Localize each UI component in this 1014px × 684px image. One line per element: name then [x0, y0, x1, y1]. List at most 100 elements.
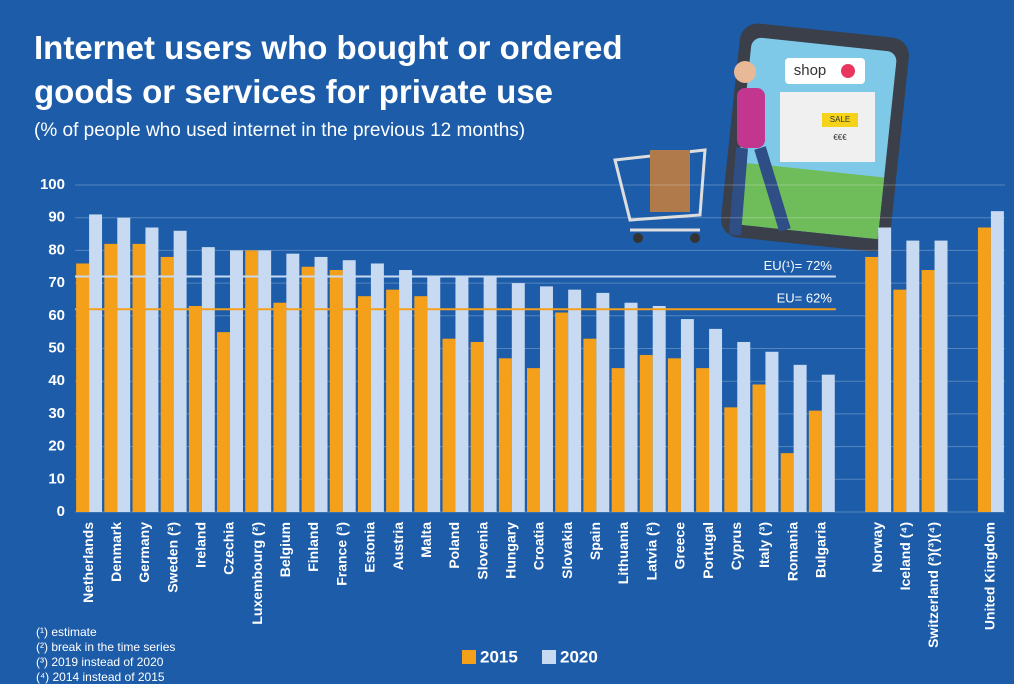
- bar: [258, 250, 272, 512]
- bar: [201, 247, 215, 512]
- x-tick-label: Belgium: [277, 522, 293, 577]
- x-tick-label: France (³): [333, 522, 349, 586]
- x-tick-label: Finland: [305, 522, 321, 572]
- bar: [414, 296, 428, 512]
- y-tick-label: 70: [48, 274, 65, 291]
- y-tick-label: 20: [48, 438, 65, 455]
- x-tick-label: Iceland (⁴): [897, 522, 913, 590]
- x-tick-label: Norway: [869, 522, 885, 573]
- footnote: (⁴) 2014 instead of 2015: [36, 670, 165, 684]
- x-tick-label: Germany: [136, 522, 152, 583]
- bar: [301, 266, 315, 512]
- x-tick-label: Croatia: [531, 522, 547, 570]
- bar: [286, 253, 300, 513]
- footnote: (²) break in the time series: [36, 640, 175, 654]
- x-tick-label: Estonia: [362, 522, 378, 573]
- y-tick-label: 30: [48, 405, 65, 422]
- chart-subtitle: (% of people who used internet in the pr…: [34, 120, 526, 141]
- x-tick-label: Latvia (²): [643, 522, 659, 580]
- x-tick-label: Hungary: [503, 522, 519, 579]
- reference-label: EU= 62%: [777, 291, 833, 306]
- bar: [527, 368, 540, 512]
- x-tick-label: Malta: [418, 522, 434, 558]
- bar: [893, 289, 907, 512]
- x-tick-label: Slovakia: [559, 522, 575, 579]
- person-head: [734, 61, 756, 83]
- x-tick-label: Poland: [446, 522, 462, 569]
- bar: [273, 302, 287, 512]
- bar: [173, 230, 187, 512]
- bar: [540, 286, 553, 512]
- bar: [427, 276, 441, 512]
- bar: [188, 305, 202, 512]
- bar: [455, 276, 469, 512]
- bar: [329, 270, 343, 512]
- bar: [921, 270, 935, 512]
- x-tick-label: Sweden (²): [164, 522, 180, 593]
- x-tick-label: Italy (³): [756, 522, 772, 568]
- bar: [977, 227, 991, 512]
- x-tick-label: Czechia: [221, 522, 237, 575]
- bar: [652, 305, 666, 512]
- cart-bag: [650, 150, 690, 212]
- y-tick-label: 50: [48, 339, 65, 356]
- bar: [596, 292, 610, 512]
- bar: [117, 217, 131, 512]
- sale-sign: [822, 113, 858, 127]
- bar: [765, 351, 779, 512]
- bar: [568, 289, 582, 512]
- bar: [511, 283, 525, 512]
- bar: [470, 341, 484, 512]
- reference-label: EU(¹)= 72%: [764, 258, 833, 273]
- bar: [583, 338, 597, 512]
- bar: [780, 453, 794, 512]
- x-tick-label: Denmark: [108, 522, 124, 582]
- bar: [342, 260, 356, 512]
- x-tick-label: Switzerland (²)(³)(⁴): [925, 522, 941, 648]
- bar: [639, 355, 653, 512]
- bar: [145, 227, 159, 512]
- chart-title: Internet users who bought or ordered goo…: [34, 29, 623, 110]
- x-tick-label: United Kingdom: [982, 522, 998, 630]
- bar: [132, 243, 146, 513]
- cart-wheel: [633, 233, 643, 243]
- y-tick-label: 90: [48, 209, 65, 226]
- y-tick-label: 0: [57, 503, 65, 520]
- shop-icon: [841, 64, 855, 78]
- bar: [865, 256, 879, 512]
- bar: [696, 368, 710, 512]
- x-tick-label: Spain: [587, 522, 603, 560]
- x-tick-label: Lithuania: [615, 522, 631, 584]
- y-tick-label: 80: [48, 241, 65, 258]
- x-tick-label: Bulgaria: [813, 522, 829, 578]
- bar: [680, 319, 694, 512]
- x-tick-label: Cyprus: [728, 522, 744, 570]
- bar: [160, 256, 174, 512]
- bar: [555, 312, 569, 512]
- x-tick-label: Greece: [672, 522, 688, 570]
- shop-sign: [785, 58, 865, 84]
- footnote: (³) 2019 instead of 2020: [36, 655, 164, 669]
- bar: [793, 364, 807, 512]
- bar: [498, 358, 512, 512]
- bar: [357, 296, 371, 512]
- bar: [906, 240, 920, 512]
- shop-sign-text: shop: [794, 62, 827, 79]
- y-tick-label: 100: [40, 176, 65, 193]
- bar: [752, 384, 766, 512]
- bar: [230, 250, 243, 512]
- sale-text: SALE: [830, 115, 850, 124]
- x-tick-label: Portugal: [700, 522, 716, 579]
- bar: [76, 263, 90, 512]
- bar: [737, 341, 751, 512]
- bar: [386, 289, 400, 512]
- x-tick-label: Romania: [784, 522, 800, 581]
- y-tick-label: 60: [48, 307, 65, 324]
- x-tick-label: Austria: [390, 522, 406, 570]
- bar: [624, 302, 638, 512]
- bar: [821, 374, 835, 512]
- legend-label: 2020: [560, 647, 598, 666]
- bar: [399, 270, 413, 512]
- y-tick-label: 10: [48, 470, 65, 487]
